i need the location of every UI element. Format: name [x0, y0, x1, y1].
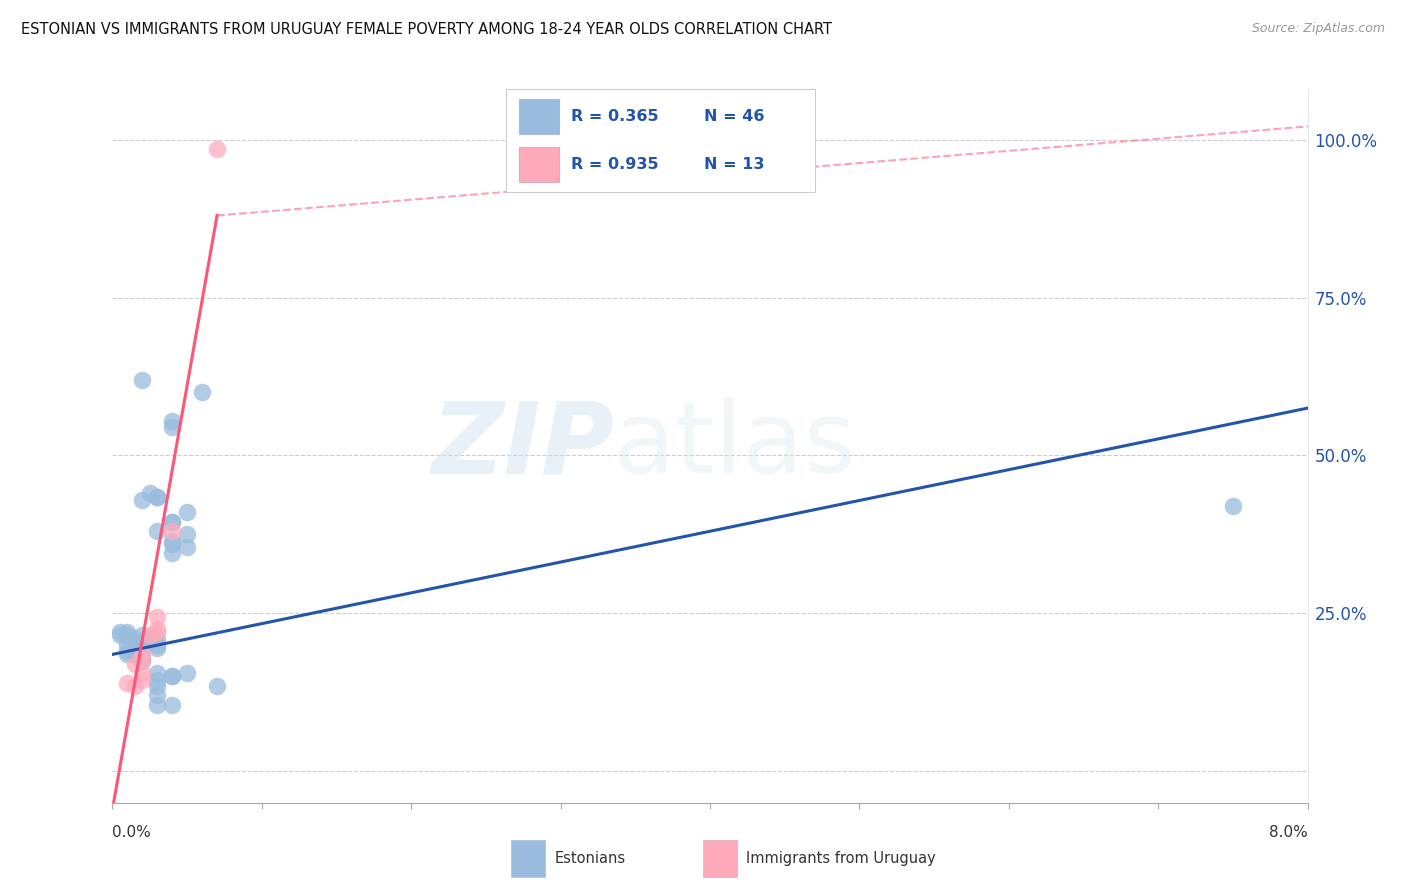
Point [162, 669, 183, 683]
Text: ESTONIAN VS IMMIGRANTS FROM URUGUAY FEMALE POVERTY AMONG 18-24 YEAR OLDS CORRELA: ESTONIAN VS IMMIGRANTS FROM URUGUAY FEMA… [21, 22, 832, 37]
Text: R = 0.365: R = 0.365 [571, 110, 659, 124]
Point [176, 540, 198, 554]
Text: ZIP: ZIP [432, 398, 614, 494]
Point [146, 490, 169, 504]
Point [131, 654, 153, 668]
Point [108, 625, 131, 640]
Point [131, 673, 153, 687]
Point [162, 420, 183, 434]
Point [117, 648, 139, 662]
Point [146, 641, 169, 656]
Point [146, 666, 169, 681]
Point [176, 666, 198, 681]
Point [117, 638, 139, 652]
Text: Estonians: Estonians [554, 851, 626, 866]
Point [176, 505, 198, 519]
Point [162, 515, 183, 529]
Point [124, 657, 146, 671]
Point [191, 385, 214, 400]
Point [131, 628, 153, 642]
Point [131, 641, 153, 656]
Text: Source: ZipAtlas.com: Source: ZipAtlas.com [1251, 22, 1385, 36]
Text: Immigrants from Uruguay: Immigrants from Uruguay [747, 851, 936, 866]
Point [131, 666, 153, 681]
Point [146, 625, 169, 640]
Point [131, 648, 153, 662]
Point [131, 492, 153, 507]
Point [131, 650, 153, 665]
Point [131, 654, 153, 668]
Point [205, 679, 228, 693]
Point [146, 490, 169, 504]
Point [131, 373, 153, 387]
Point [146, 689, 169, 703]
FancyBboxPatch shape [519, 99, 558, 135]
FancyBboxPatch shape [703, 840, 737, 877]
Point [146, 673, 169, 687]
Point [124, 679, 146, 693]
Text: 0.0%: 0.0% [112, 825, 152, 840]
Point [146, 524, 169, 539]
Point [139, 628, 162, 642]
Point [162, 414, 183, 428]
Point [117, 644, 139, 658]
Text: atlas: atlas [614, 398, 856, 494]
Point [205, 142, 228, 156]
Text: N = 13: N = 13 [704, 157, 765, 171]
Point [117, 675, 139, 690]
Point [176, 527, 198, 541]
Point [162, 533, 183, 548]
Point [146, 632, 169, 646]
Point [117, 628, 139, 642]
Point [146, 679, 169, 693]
Point [162, 698, 183, 712]
Point [117, 625, 139, 640]
FancyBboxPatch shape [512, 840, 546, 877]
Point [162, 515, 183, 529]
Point [146, 609, 169, 624]
FancyBboxPatch shape [519, 146, 558, 181]
Text: R = 0.935: R = 0.935 [571, 157, 659, 171]
Text: 8.0%: 8.0% [1268, 825, 1308, 840]
Point [1222, 499, 1244, 513]
Point [124, 648, 146, 662]
Point [146, 622, 169, 636]
Point [108, 628, 131, 642]
Point [162, 537, 183, 551]
Point [131, 634, 153, 648]
Point [146, 638, 169, 652]
Point [124, 644, 146, 658]
Point [162, 524, 183, 539]
Point [124, 632, 146, 646]
Point [162, 669, 183, 683]
Text: N = 46: N = 46 [704, 110, 765, 124]
Point [146, 698, 169, 712]
Point [139, 486, 162, 500]
Point [162, 546, 183, 560]
